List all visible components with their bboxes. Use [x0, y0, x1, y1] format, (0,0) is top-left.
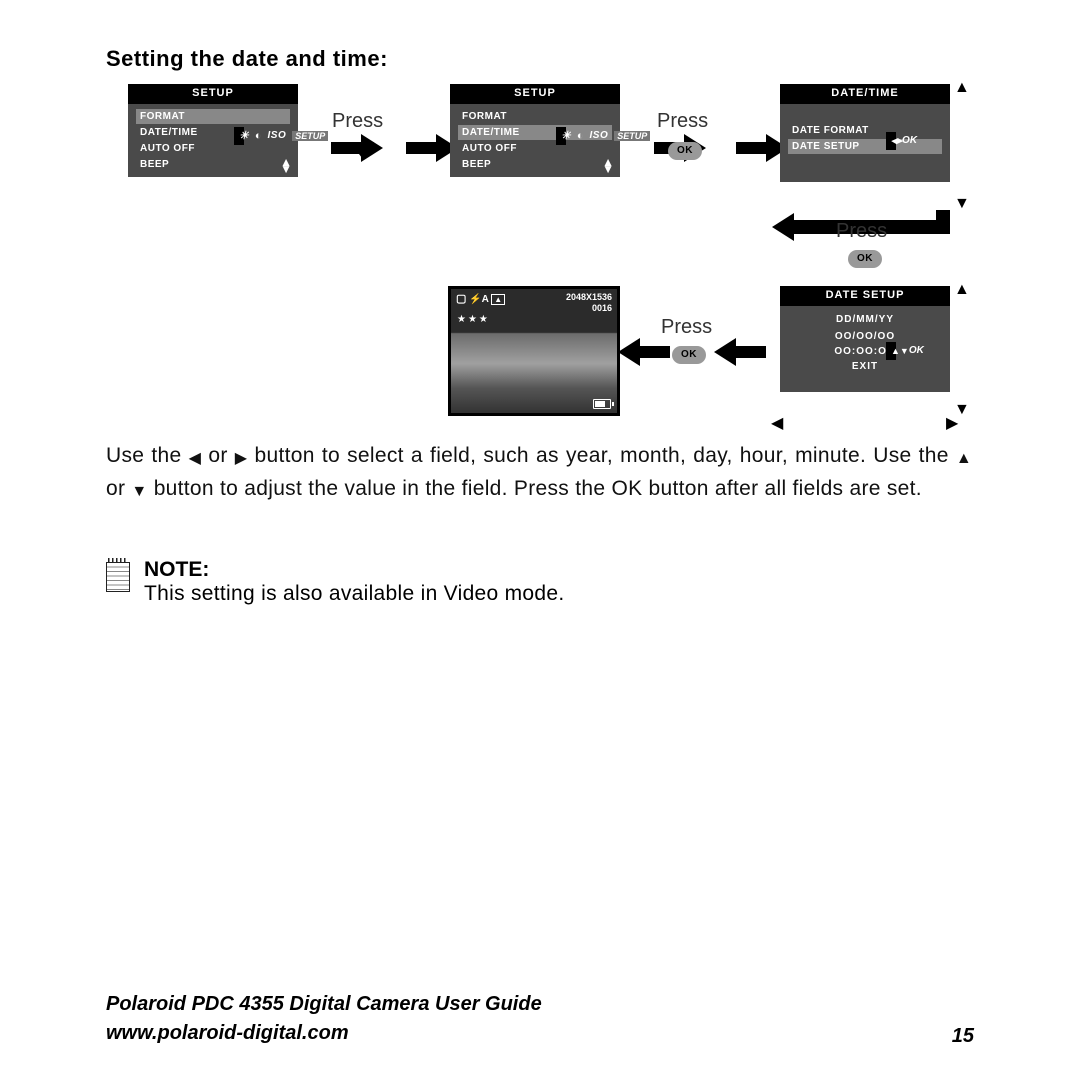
right-indicator-icon: ▶ [946, 418, 958, 430]
lcd-title: DATE/TIME [780, 84, 950, 104]
contrast-icon: ◐ [255, 130, 262, 142]
note-body: This setting is also available in Video … [144, 582, 565, 606]
ok-label: OK [909, 345, 924, 356]
menu-item: BEEP [136, 157, 290, 172]
lcd-datetime: DATE/TIME DATE FORMAT DATE SETUP ◂▸ OK [780, 84, 950, 182]
lcd-title: SETUP [128, 84, 298, 104]
iso-label: ISO [268, 130, 287, 141]
scroll-indicator-icon: ▲▼ [280, 159, 292, 173]
nav-arrows-icon: ◂▸ [891, 134, 902, 147]
down-indicator-icon: ▼ [954, 198, 970, 210]
footer-url: www.polaroid-digital.com [106, 1019, 542, 1048]
shot-count-label: 0016 [592, 303, 612, 313]
lcd-date-setup: DATE SETUP DD/MM/YY OO/OO/OO OO:OO:OO EX… [780, 286, 950, 392]
press-label: Press [661, 316, 712, 339]
down-button-icon [350, 142, 374, 158]
press-label: Press [332, 110, 383, 133]
setup-tag: SETUP [292, 131, 328, 141]
resolution-label: 2048X1536 [566, 292, 612, 302]
arrow-left-icon [714, 338, 736, 366]
menu-item: FORMAT [458, 109, 612, 124]
page-number: 15 [952, 1025, 974, 1048]
quality-stars: ★★★ [451, 314, 617, 325]
flash-auto-icon: ⚡A [469, 294, 488, 305]
section-heading: Setting the date and time: [106, 46, 388, 72]
lcd-title: DATE SETUP [780, 286, 950, 306]
lcd-setup-2: SETUP FORMAT DATE/TIME AUTO OFF BEEP ▲▼ … [450, 84, 620, 177]
press-label: Press [657, 110, 708, 133]
date-value-line: OO/OO/OO [788, 329, 942, 344]
date-format-line: DD/MM/YY [788, 310, 942, 329]
lcd-preview: ▢ ⚡A ▲ 2048X1536 0016 ★★★ [448, 286, 620, 416]
menu-item: FORMAT [136, 109, 290, 124]
procedure-diagram: SETUP FORMAT DATE/TIME AUTO OFF BEEP ▲▼ … [106, 80, 972, 440]
footer-title: Polaroid PDC 4355 Digital Camera User Gu… [106, 990, 542, 1019]
mode-icon: ▲ [491, 294, 505, 305]
ok-button-icon: OK [668, 142, 702, 160]
note-block: NOTE: This setting is also available in … [106, 558, 972, 606]
menu-item: BEEP [458, 157, 612, 172]
left-triangle-icon: ◀ [189, 447, 202, 472]
right-triangle-icon: ▶ [235, 447, 248, 472]
updown-indicator-icon: ▲▼ [891, 346, 909, 356]
battery-icon [593, 399, 611, 409]
left-indicator-icon: ◀ [771, 418, 783, 430]
lcd-title: SETUP [450, 84, 620, 104]
up-indicator-icon: ▲ [954, 82, 970, 94]
menu-item: DATE SETUP [788, 139, 942, 154]
up-indicator-icon: ▲ [954, 284, 970, 296]
ok-button-icon: OK [848, 250, 882, 268]
ok-button-icon: OK [672, 346, 706, 364]
brightness-icon: ☀ [561, 129, 571, 142]
lcd-setup-1: SETUP FORMAT DATE/TIME AUTO OFF BEEP ▲▼ … [128, 84, 298, 177]
exit-line: EXIT [788, 359, 942, 374]
up-triangle-icon: ▲ [956, 447, 972, 472]
scroll-indicator-icon: ▲▼ [602, 159, 614, 173]
menu-item: DATE FORMAT [788, 123, 942, 138]
menu-item: AUTO OFF [458, 141, 612, 156]
setup-tag: SETUP [614, 131, 650, 141]
note-title: NOTE: [144, 558, 565, 582]
camera-icon: ▢ [456, 293, 466, 305]
menu-item: AUTO OFF [136, 141, 290, 156]
down-triangle-icon: ▼ [131, 480, 147, 505]
iso-label: ISO [590, 130, 609, 141]
page-footer: Polaroid PDC 4355 Digital Camera User Gu… [106, 990, 974, 1048]
press-label: Press [836, 220, 887, 243]
instruction-paragraph: Use the ◀ or ▶ button to select a field,… [106, 440, 972, 505]
brightness-icon: ☀ [239, 129, 249, 142]
contrast-icon: ◐ [577, 130, 584, 142]
arrow-left-icon [618, 338, 640, 366]
ok-label: OK [902, 135, 917, 146]
notepad-icon [106, 562, 130, 592]
